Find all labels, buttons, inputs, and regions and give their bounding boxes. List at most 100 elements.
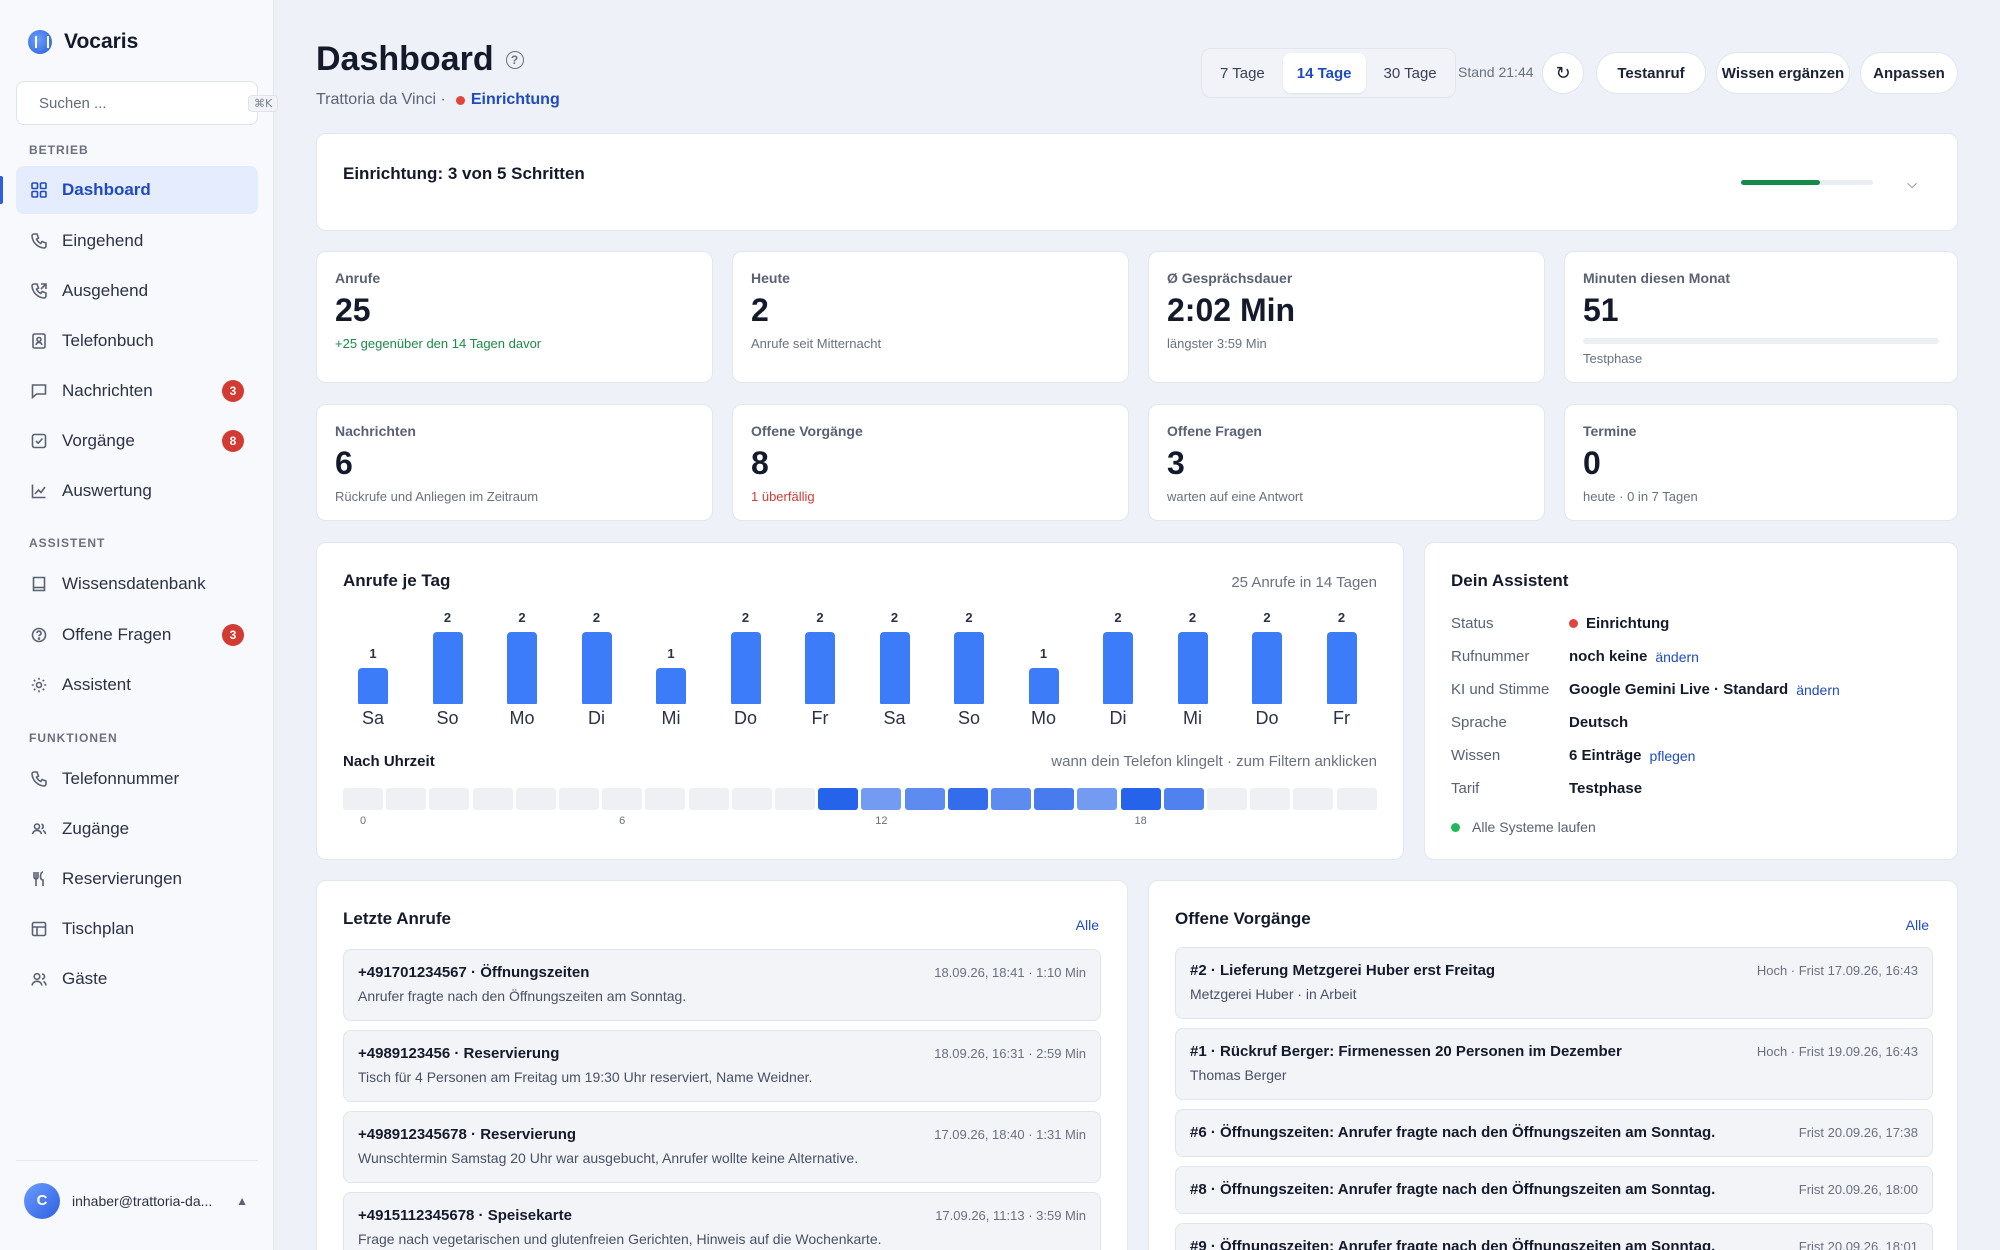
- list-item[interactable]: #6 · Öffnungszeiten: Anrufer fragte nach…: [1175, 1109, 1933, 1157]
- sidebar-item-telefonbuch[interactable]: Telefonbuch: [16, 317, 258, 365]
- hour-cell[interactable]: [688, 788, 729, 810]
- bar[interactable]: [954, 632, 984, 704]
- range-14-days[interactable]: 14 Tage: [1282, 53, 1366, 93]
- kpi-anrufe[interactable]: Anrufe 25 +25 gegenüber den 14 Tagen dav…: [316, 251, 713, 383]
- kpi-minuten-monat[interactable]: Minuten diesen Monat 51 Testphase: [1564, 251, 1958, 383]
- change-voice-link[interactable]: ändern: [1796, 681, 1840, 698]
- search-input[interactable]: [39, 94, 238, 112]
- list-item[interactable]: #8 · Öffnungszeiten: Anrufer fragte nach…: [1175, 1166, 1933, 1214]
- assistant-row-wissen: Wissen 6 Einträge pflegen: [1451, 747, 1695, 764]
- bar[interactable]: [1177, 632, 1208, 704]
- help-icon[interactable]: ?: [505, 50, 524, 69]
- hour-cell[interactable]: [1163, 788, 1204, 810]
- range-7-days[interactable]: 7 Tage: [1220, 64, 1265, 82]
- recent-calls-all-link[interactable]: Alle: [1075, 917, 1099, 933]
- bar[interactable]: [730, 632, 761, 704]
- bar[interactable]: [358, 668, 388, 704]
- user-menu[interactable]: C inhaber@trattoria-da... ▲: [16, 1160, 258, 1240]
- hour-cell[interactable]: [602, 788, 643, 810]
- hour-cell[interactable]: [947, 788, 988, 810]
- call-title: +4915112345678 · Speisekarte: [358, 1207, 572, 1224]
- setup-status-link[interactable]: Einrichtung: [470, 91, 560, 108]
- change-number-link[interactable]: ändern: [1655, 648, 1699, 665]
- bar[interactable]: [879, 632, 910, 704]
- list-item[interactable]: #9 · Öffnungszeiten: Anrufer fragte nach…: [1175, 1223, 1933, 1250]
- hour-cell[interactable]: [515, 788, 556, 810]
- hour-cell[interactable]: [645, 788, 686, 810]
- range-30-days[interactable]: 30 Tage: [1383, 64, 1437, 82]
- sidebar-item-dashboard[interactable]: Dashboard: [0, 166, 258, 214]
- hour-cell[interactable]: [1293, 788, 1334, 810]
- bar[interactable]: [507, 632, 537, 704]
- list-item[interactable]: #2 · Lieferung Metzgerei Huber erst Frei…: [1175, 947, 1933, 1019]
- search-box[interactable]: ⌘K: [16, 81, 279, 125]
- kpi-termine[interactable]: Termine 0 heute · 0 in 7 Tagen: [1564, 404, 1958, 521]
- sidebar-item-offene-fragen[interactable]: Offene Fragen 3: [16, 611, 258, 659]
- hour-cell[interactable]: [1034, 788, 1075, 810]
- kpi-heute[interactable]: Heute 2 Anrufe seit Mitternacht: [732, 251, 1129, 383]
- bar[interactable]: [1326, 632, 1357, 704]
- sidebar-item-assistent[interactable]: Assistent: [16, 661, 258, 709]
- bar-category-label: Sa: [883, 708, 906, 728]
- sidebar-item-wissensdatenbank[interactable]: Wissensdatenbank: [16, 560, 258, 608]
- hour-cell[interactable]: [991, 788, 1031, 810]
- hour-cell[interactable]: [861, 788, 902, 810]
- hour-cell[interactable]: [1336, 788, 1377, 810]
- assistant-value: noch keine ändern: [1569, 648, 1699, 665]
- hour-cell[interactable]: [559, 788, 599, 810]
- recent-calls-title: Letzte Anrufe: [343, 909, 451, 928]
- test-call-button[interactable]: Testanruf: [1596, 52, 1706, 94]
- sidebar-item-zugaenge[interactable]: Zugänge: [16, 805, 258, 853]
- sidebar-item-tischplan[interactable]: Tischplan: [16, 905, 258, 953]
- bar-category-label: Mi: [1183, 708, 1202, 728]
- customize-button[interactable]: Anpassen: [1860, 52, 1958, 94]
- sidebar-item-vorgaenge[interactable]: Vorgänge 8: [16, 417, 258, 465]
- list-item[interactable]: +498912345678 · Reservierung 17.09.26, 1…: [343, 1111, 1101, 1183]
- kpi-nachrichten[interactable]: Nachrichten 6 Rückrufe und Anliegen im Z…: [316, 404, 713, 521]
- list-item[interactable]: +491701234567 · Öffnungszeiten 18.09.26,…: [343, 949, 1101, 1021]
- bar-value-label: 1: [369, 646, 377, 661]
- list-item[interactable]: +4915112345678 · Speisekarte 17.09.26, 1…: [343, 1192, 1101, 1250]
- hour-cell[interactable]: [472, 788, 513, 810]
- open-tasks-all-link[interactable]: Alle: [1905, 917, 1929, 933]
- brand[interactable]: Vocaris: [28, 30, 138, 54]
- setup-card[interactable]: Einrichtung: 3 von 5 Schritten ⌵: [316, 133, 1958, 231]
- kpi-offene-fragen[interactable]: Offene Fragen 3 warten auf eine Antwort: [1148, 404, 1545, 521]
- manage-knowledge-link[interactable]: pflegen: [1649, 747, 1696, 764]
- hour-cell[interactable]: [1120, 788, 1161, 810]
- bar[interactable]: [1252, 632, 1282, 704]
- bar[interactable]: [432, 632, 463, 704]
- kpi-offene-vorgaenge[interactable]: Offene Vorgänge 8 1 überfällig: [732, 404, 1129, 521]
- refresh-button[interactable]: ↻: [1542, 52, 1584, 94]
- hour-cell[interactable]: [386, 788, 427, 810]
- hour-cell[interactable]: [775, 788, 815, 810]
- hour-cell[interactable]: [1250, 788, 1291, 810]
- kpi-gespraechsdauer[interactable]: Ø Gesprächsdauer 2:02 Min längster 3:59 …: [1148, 251, 1545, 383]
- hour-cell[interactable]: [1077, 788, 1118, 810]
- assistant-key: Status: [1451, 615, 1494, 632]
- list-item[interactable]: +4989123456 · Reservierung 18.09.26, 16:…: [343, 1030, 1101, 1102]
- bar[interactable]: [1028, 668, 1059, 704]
- sidebar-item-ausgehend[interactable]: Ausgehend: [16, 267, 258, 315]
- sidebar-item-auswertung[interactable]: Auswertung: [16, 467, 258, 515]
- hour-cell[interactable]: [1207, 788, 1247, 810]
- hour-cell[interactable]: [904, 788, 945, 810]
- bar[interactable]: [805, 632, 835, 704]
- add-knowledge-button[interactable]: Wissen ergänzen: [1716, 52, 1850, 94]
- kpi-label: Termine: [1583, 423, 1637, 439]
- sidebar-item-telefonnummer[interactable]: Telefonnummer: [16, 755, 258, 803]
- chevron-down-icon[interactable]: ⌵: [1907, 176, 1917, 191]
- sidebar-item-gaeste[interactable]: Gäste: [16, 955, 258, 1003]
- list-item[interactable]: #1 · Rückruf Berger: Firmenessen 20 Pers…: [1175, 1028, 1933, 1100]
- hour-cell[interactable]: [818, 788, 859, 810]
- last-update-time: Stand 21:44: [1458, 64, 1534, 80]
- sidebar-item-eingehend[interactable]: Eingehend: [16, 217, 258, 265]
- bar[interactable]: [656, 668, 686, 704]
- hour-cell[interactable]: [429, 788, 470, 810]
- hour-cell[interactable]: [731, 788, 772, 810]
- hour-cell[interactable]: [343, 788, 383, 810]
- bar[interactable]: [581, 632, 612, 704]
- sidebar-item-nachrichten[interactable]: Nachrichten 3: [16, 367, 258, 415]
- sidebar-item-reservierungen[interactable]: Reservierungen: [16, 855, 258, 903]
- bar[interactable]: [1103, 632, 1133, 704]
